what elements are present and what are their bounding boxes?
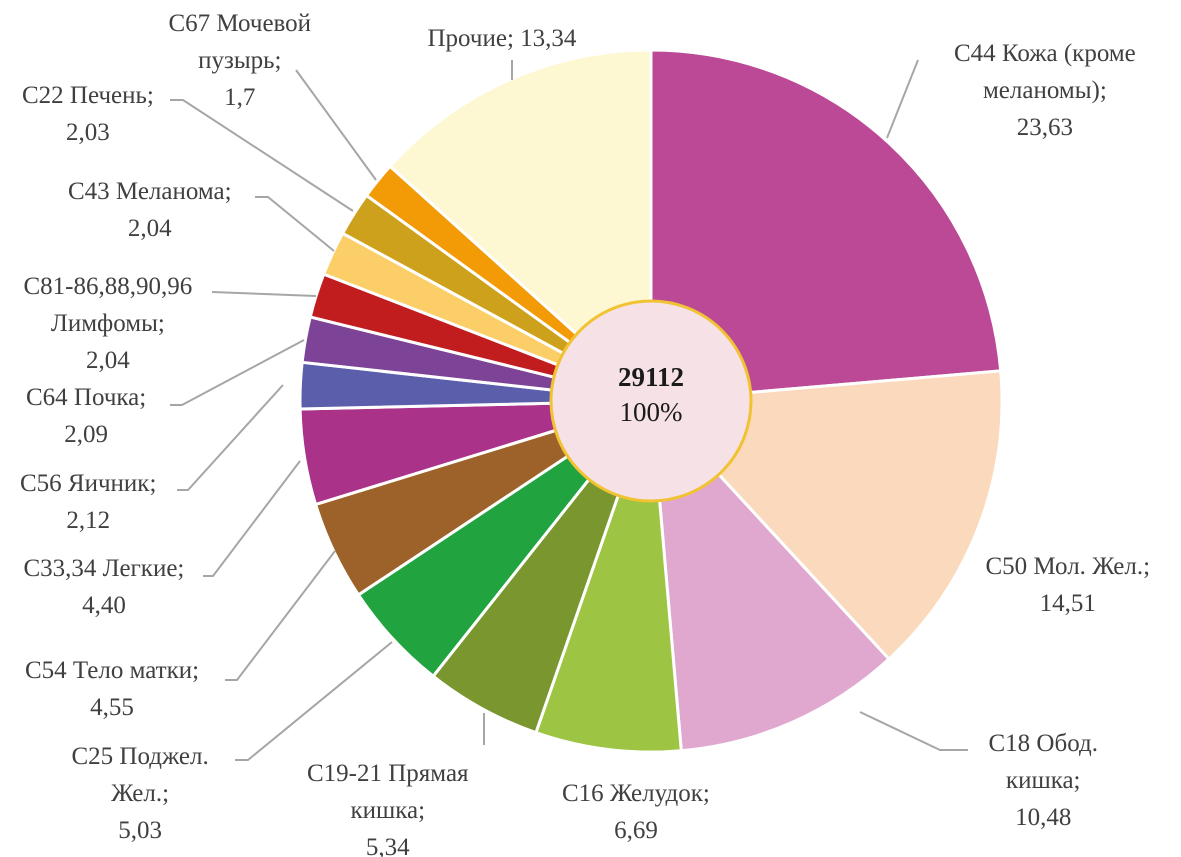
slice-label-line: C81-86,88,90,96: [23, 273, 193, 300]
slice-label: C81-86,88,90,96 Лимфомы; 2,04: [24, 268, 193, 379]
leader-line: [170, 339, 305, 406]
slice-label-line: C18 Обод.: [988, 730, 1098, 757]
slice-label-line: 23,63: [1016, 114, 1073, 141]
slice-label-line: 10,48: [1015, 804, 1072, 831]
center-total-value: 29112: [617, 362, 684, 392]
slice-label-line: 1,7: [224, 84, 256, 111]
slice-label: C64 Почка; 2,09: [26, 379, 146, 453]
slice-label-line: C43 Меланома;: [68, 178, 232, 205]
slice-label: C56 Яичник; 2,12: [20, 465, 156, 539]
slice-label-line: 14,51: [1039, 590, 1096, 617]
slice-label: C54 Тело матки; 4,55: [25, 652, 199, 726]
slice-label: C67 Мочевой пузырь; 1,7: [169, 5, 312, 116]
slice-label-line: Прочие; 13,34: [427, 25, 577, 52]
slice-label-line: C56 Яичник;: [20, 470, 157, 497]
leader-line: [886, 59, 919, 139]
center-percent-value: 100%: [619, 397, 683, 427]
pie-slice: [387, 48, 653, 405]
slice-label-line: 5,34: [365, 834, 410, 857]
leader-line: [295, 69, 377, 181]
slice-label-line: 4,55: [90, 694, 134, 721]
slice-label: C25 Поджел. Жел.; 5,03: [72, 738, 209, 849]
slice-label-line: C44 Кожа (кроме: [954, 40, 1136, 67]
slice-label-line: C22 Печень;: [22, 82, 154, 109]
slice-label-line: C33,34 Легкие;: [23, 555, 185, 582]
leader-line: [177, 384, 284, 491]
slice-label-line: 6,69: [614, 817, 658, 844]
slice-label-line: 2,04: [127, 215, 172, 242]
slice-label: C18 Обод. кишка; 10,48: [989, 725, 1098, 836]
slice-label-line: C25 Поджел.: [71, 743, 209, 770]
slice-label-line: Лимфомы;: [50, 310, 165, 337]
slice-label-line: кишка;: [350, 797, 426, 824]
slice-label-line: кишка;: [1005, 767, 1081, 794]
slice-label-line: C54 Тело матки;: [25, 657, 200, 684]
slice-label-line: C16 Желудок;: [562, 780, 710, 807]
slice-label-line: 2,03: [66, 119, 110, 146]
slice-label-line: 2,09: [64, 421, 108, 448]
leader-line: [255, 196, 335, 252]
slice-label: Прочие; 13,34: [428, 20, 577, 57]
slice-label-line: C64 Почка;: [26, 384, 147, 411]
leader-line: [235, 641, 393, 761]
leader-line: [203, 460, 301, 577]
slice-label: C19-21 Прямая кишка; 5,34: [307, 755, 469, 857]
slice-label: C16 Желудок; 6,69: [562, 775, 710, 849]
leader-line: [170, 99, 354, 212]
slice-label-line: 2,12: [66, 507, 111, 534]
slice-label-line: 4,40: [82, 592, 126, 619]
slice-label: C22 Печень; 2,03: [22, 77, 154, 151]
pie-slice: [649, 48, 1003, 403]
slice-label-line: Жел.;: [111, 780, 170, 807]
slice-label: C50 Мол. Жел.; 14,51: [986, 548, 1151, 622]
slice-label-line: C67 Мочевой: [168, 10, 312, 37]
slice-label-line: C50 Мол. Жел.;: [985, 553, 1151, 580]
leader-line: [225, 550, 336, 681]
leader-line: [211, 291, 317, 297]
center-circle: [549, 299, 753, 503]
slice-label-line: 5,03: [118, 817, 162, 844]
slice-label-line: C19-21 Прямая: [307, 760, 469, 787]
pie-slice: [649, 396, 892, 753]
slice-label-line: меланомы);: [982, 77, 1107, 104]
slice-label: C44 Кожа (кроме меланомы); 23,63: [954, 35, 1136, 146]
slice-label: C43 Меланома; 2,04: [68, 173, 232, 247]
slice-label-line: пузырь;: [198, 47, 282, 74]
leader-line: [859, 711, 968, 751]
slice-label-line: 2,04: [86, 347, 130, 374]
slice-label: C33,34 Легкие; 4,40: [24, 550, 185, 624]
